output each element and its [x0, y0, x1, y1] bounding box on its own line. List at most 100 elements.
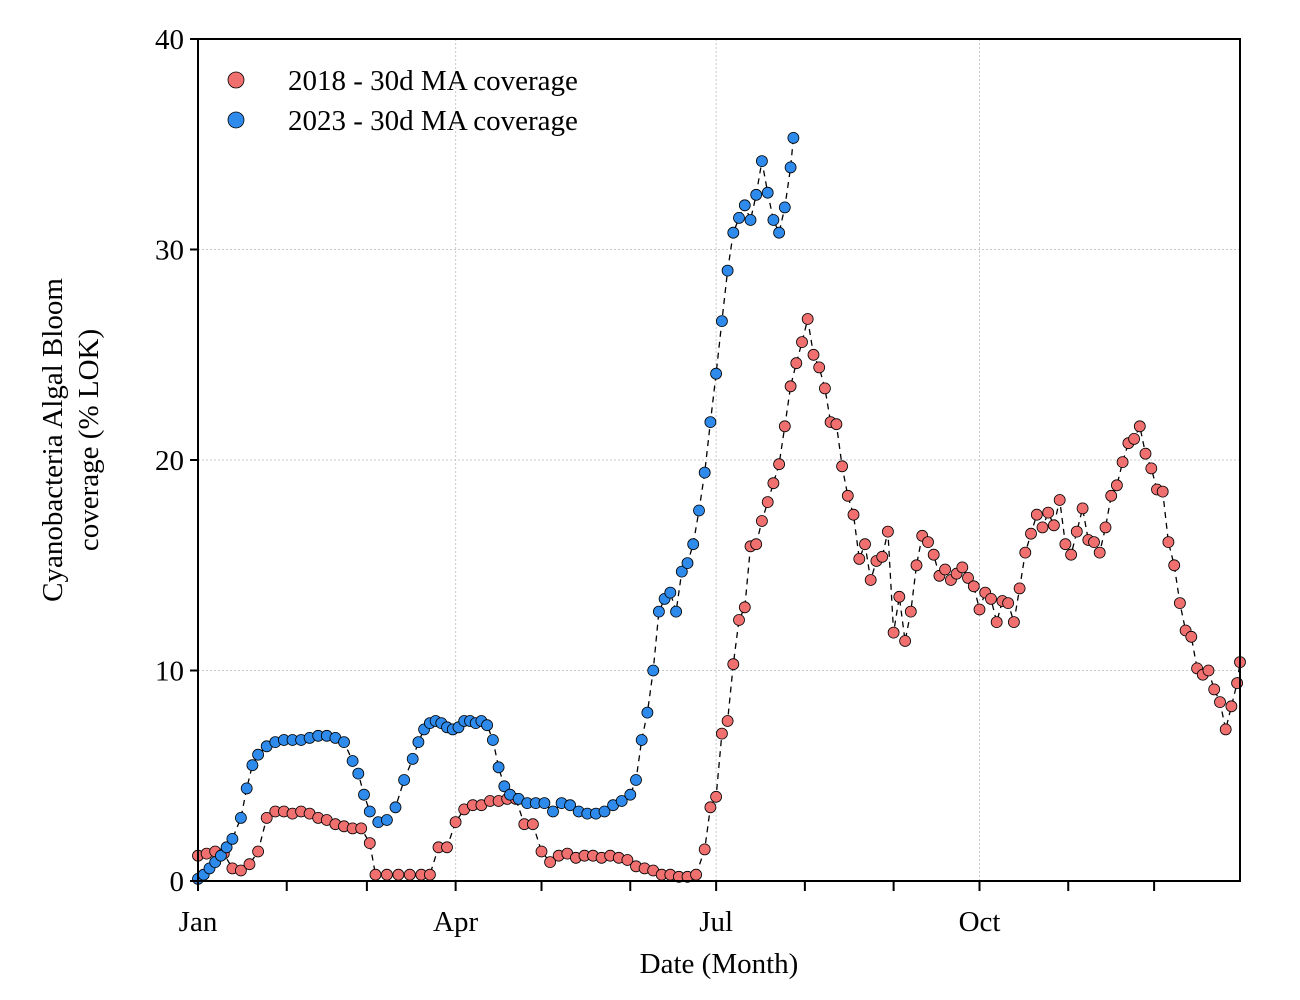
data-point-series-1: [1088, 536, 1100, 548]
data-point-series-2: [778, 201, 791, 214]
data-point-series-1: [956, 561, 969, 574]
data-point-series-1: [1065, 548, 1077, 561]
data-point-series-1: [423, 868, 436, 881]
data-point-series-1: [1059, 538, 1072, 551]
data-point-series-1: [234, 864, 247, 877]
data-point-series-1: [767, 477, 780, 490]
data-point-series-2: [787, 131, 800, 144]
data-point-series-1: [1093, 546, 1106, 559]
data-point-series-1: [1048, 519, 1060, 532]
data-point-series-2: [363, 805, 376, 818]
data-point-series-1: [1105, 489, 1118, 502]
data-point-series-1: [1053, 494, 1066, 506]
data-point-series-1: [1025, 527, 1037, 540]
legend-marker: [227, 71, 245, 89]
data-point-series-1: [1214, 696, 1226, 708]
data-point-series-1: [784, 380, 797, 393]
data-point-series-2: [693, 504, 705, 517]
x-tick-label: Jan: [179, 906, 218, 938]
data-point-series-1: [761, 496, 774, 509]
data-point-series-1: [985, 593, 997, 605]
data-point-series-1: [893, 590, 906, 603]
data-point-series-1: [756, 515, 768, 527]
y-axis: 0 10 20 30 40: [155, 24, 198, 898]
data-point-series-1: [449, 816, 462, 828]
data-point-series-1: [1162, 536, 1175, 548]
data-point-series-2: [750, 188, 763, 201]
data-point-series-1: [369, 868, 382, 881]
data-point-series-1: [1013, 582, 1026, 595]
data-point-series-1: [710, 790, 722, 803]
data-point-series-1: [882, 525, 894, 538]
data-point-series-1: [1111, 479, 1123, 492]
data-point-series-1: [1145, 462, 1158, 475]
grid: [198, 39, 1240, 881]
data-point-series-2: [406, 753, 419, 765]
data-point-series-2: [716, 315, 728, 328]
data-point-series-2: [756, 155, 768, 168]
data-point-series-2: [412, 736, 425, 748]
data-point-series-1: [841, 489, 854, 502]
y-tick-label: 30: [155, 235, 184, 267]
data-point-series-1: [864, 574, 877, 586]
data-point-series-1: [922, 536, 934, 548]
data-point-series-1: [967, 580, 980, 593]
legend-label: 2018 - 30d MA coverage: [288, 65, 578, 97]
y-axis-label-line: coverage (% LOK): [73, 329, 105, 551]
data-point-series-1: [1036, 521, 1049, 534]
data-point-series-1: [1219, 723, 1232, 736]
data-point-series-1: [1133, 420, 1146, 433]
data-point-series-1: [363, 837, 376, 849]
data-point-series-1: [853, 553, 866, 565]
legend-marker: [227, 111, 245, 129]
x-tick-label: Apr: [433, 906, 478, 938]
data-point-series-2: [398, 774, 411, 786]
data-point-series-2: [598, 805, 611, 818]
data-point-series-2: [220, 841, 233, 854]
data-point-series-1: [1202, 664, 1215, 677]
legend: 2018 - 30d MA coverage 2023 - 30d MA cove…: [227, 65, 578, 137]
data-point-series-1: [847, 508, 860, 521]
data-point-series-2: [681, 557, 694, 569]
data-point-series-1: [380, 868, 393, 881]
x-axis: Jan Apr Jul Oct: [179, 881, 1156, 938]
data-point-series-1: [801, 313, 814, 325]
data-point-series-2: [346, 755, 359, 767]
data-point-series-1: [1019, 546, 1032, 559]
data-point-series-2: [492, 761, 505, 774]
data-point-series-1: [690, 868, 702, 881]
data-point-series-2: [738, 199, 751, 212]
y-axis-label-line: Cyanobacteria Algal Bloom: [37, 278, 69, 602]
data-point-series-2: [635, 734, 648, 746]
data-point-series-1: [1168, 559, 1181, 572]
data-point-series-2: [721, 264, 734, 277]
data-point-series-2: [564, 799, 576, 812]
data-point-series-1: [1002, 597, 1014, 609]
x-tick-label: Jul: [699, 906, 733, 938]
data-point-series-2: [615, 795, 628, 807]
data-point-series-1: [698, 843, 711, 856]
data-point-series-1: [1139, 447, 1152, 460]
data-point-series-1: [1099, 521, 1112, 534]
data-point-series-1: [1070, 525, 1083, 538]
data-point-series-1: [1030, 508, 1043, 521]
data-point-series-1: [252, 845, 265, 858]
data-point-series-1: [1008, 616, 1020, 628]
data-point-series-1: [727, 658, 740, 671]
y-tick-label: 40: [155, 24, 184, 56]
data-point-series-2: [670, 605, 682, 618]
data-point-series-1: [1225, 700, 1238, 713]
data-point-series-1: [544, 856, 556, 868]
data-point-series-2: [214, 849, 227, 862]
data-point-series-2: [358, 788, 370, 801]
data-point-series-2: [647, 664, 660, 677]
data-point-series-1: [535, 845, 548, 858]
data-point-series-1: [721, 715, 734, 727]
data-point-series-1: [392, 868, 405, 881]
data-point-series-1: [621, 854, 634, 866]
data-point-series-1: [813, 361, 826, 374]
data-point-series-2: [498, 780, 511, 793]
data-point-series-2: [486, 734, 499, 746]
data-point-series-2: [538, 797, 551, 809]
data-point-series-2: [481, 719, 494, 732]
